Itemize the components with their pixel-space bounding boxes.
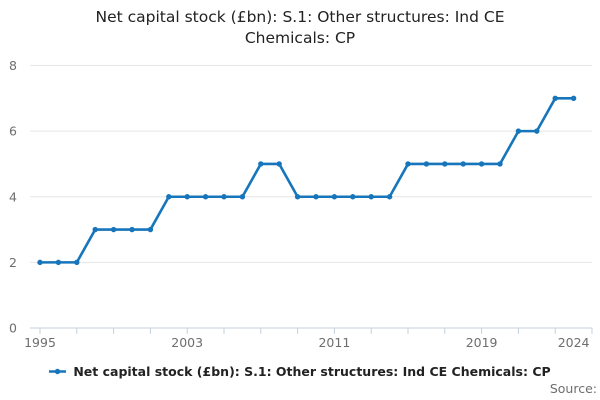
- data-point: [386, 194, 393, 200]
- data-point: [276, 161, 282, 167]
- data-point: [202, 194, 209, 200]
- data-point: [221, 194, 227, 200]
- x-axis-tick-label: 2019: [466, 335, 498, 350]
- data-point: [350, 194, 356, 200]
- x-axis-tick-label: 2011: [318, 335, 350, 350]
- data-point: [129, 226, 135, 233]
- data-point: [368, 194, 374, 200]
- data-point: [37, 259, 43, 266]
- x-axis-tick-label: 2003: [171, 335, 203, 350]
- data-point: [515, 128, 522, 134]
- data-point: [442, 161, 448, 167]
- y-axis-tick-label: 2: [9, 255, 17, 270]
- y-axis-tick-label: 0: [9, 321, 17, 336]
- data-point: [110, 226, 117, 233]
- data-line: [38, 97, 575, 264]
- data-point: [184, 194, 190, 200]
- data-point: [294, 194, 301, 200]
- legend: Net capital stock (£bn): S.1: Other stru…: [0, 362, 600, 380]
- y-axis-tick-label: 6: [9, 124, 17, 139]
- y-axis-tick-label: 4: [9, 189, 17, 204]
- data-point: [92, 226, 98, 233]
- data-point: [534, 128, 540, 134]
- x-axis-tick-label: 2024: [558, 335, 590, 350]
- data-point: [552, 95, 558, 102]
- source-label: Source:: [549, 381, 597, 396]
- data-point: [166, 194, 172, 200]
- chart-title: Net capital stock (£bn): S.1: Other stru…: [95, 8, 505, 47]
- data-point: [460, 161, 466, 167]
- data-point: [147, 226, 154, 233]
- data-point: [331, 194, 338, 200]
- data-point: [478, 161, 485, 167]
- x-axis-tick-label: 1995: [24, 335, 56, 350]
- data-point: [405, 161, 411, 167]
- legend-line-marker-icon: [49, 368, 67, 374]
- legend-series-label: Net capital stock (£bn): S.1: Other stru…: [73, 363, 551, 379]
- data-point: [74, 259, 80, 266]
- data-point: [258, 161, 264, 167]
- data-point: [423, 161, 430, 167]
- data-point: [570, 95, 577, 102]
- data-point: [55, 259, 62, 266]
- data-point: [239, 194, 246, 200]
- y-axis-tick-label: 8: [9, 58, 17, 73]
- data-point: [497, 161, 503, 167]
- data-point: [313, 194, 319, 200]
